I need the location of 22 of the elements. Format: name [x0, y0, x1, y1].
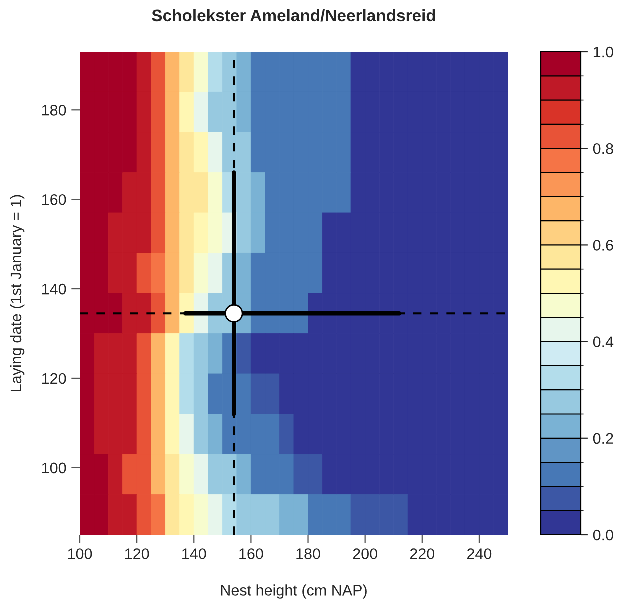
y-axis-title: Laying date (1st January = 1) [10, 195, 25, 392]
color-bar-label: 0.6 [593, 240, 614, 251]
x-tick-label: 240 [467, 548, 492, 560]
y-tick-label: 180 [42, 105, 66, 116]
color-bar-label: 0.2 [593, 433, 614, 444]
x-tick-label: 220 [410, 548, 435, 560]
y-tick-label: 120 [42, 373, 66, 384]
color-bar-label: 1.0 [594, 46, 614, 58]
x-tick-label: 160 [240, 548, 264, 560]
color-bar-label: 0.8 [593, 143, 614, 154]
y-tick-label: 160 [42, 194, 66, 206]
x-tick-label: 120 [125, 548, 150, 560]
x-tick-label: 140 [182, 548, 206, 560]
x-tick-label: 200 [353, 548, 378, 560]
x-tick-label: 180 [296, 548, 320, 560]
x-tick-label: 100 [68, 548, 92, 560]
y-tick-label: 100 [42, 462, 66, 474]
chart-title: Scholekster Ameland/Neerlandsreid [152, 9, 436, 22]
y-tick-label: 140 [42, 284, 66, 295]
x-axis-title: Nest height (cm NAP) [221, 584, 367, 599]
color-bar-label: 0.4 [593, 336, 614, 348]
color-bar-label: 0.0 [593, 530, 614, 541]
